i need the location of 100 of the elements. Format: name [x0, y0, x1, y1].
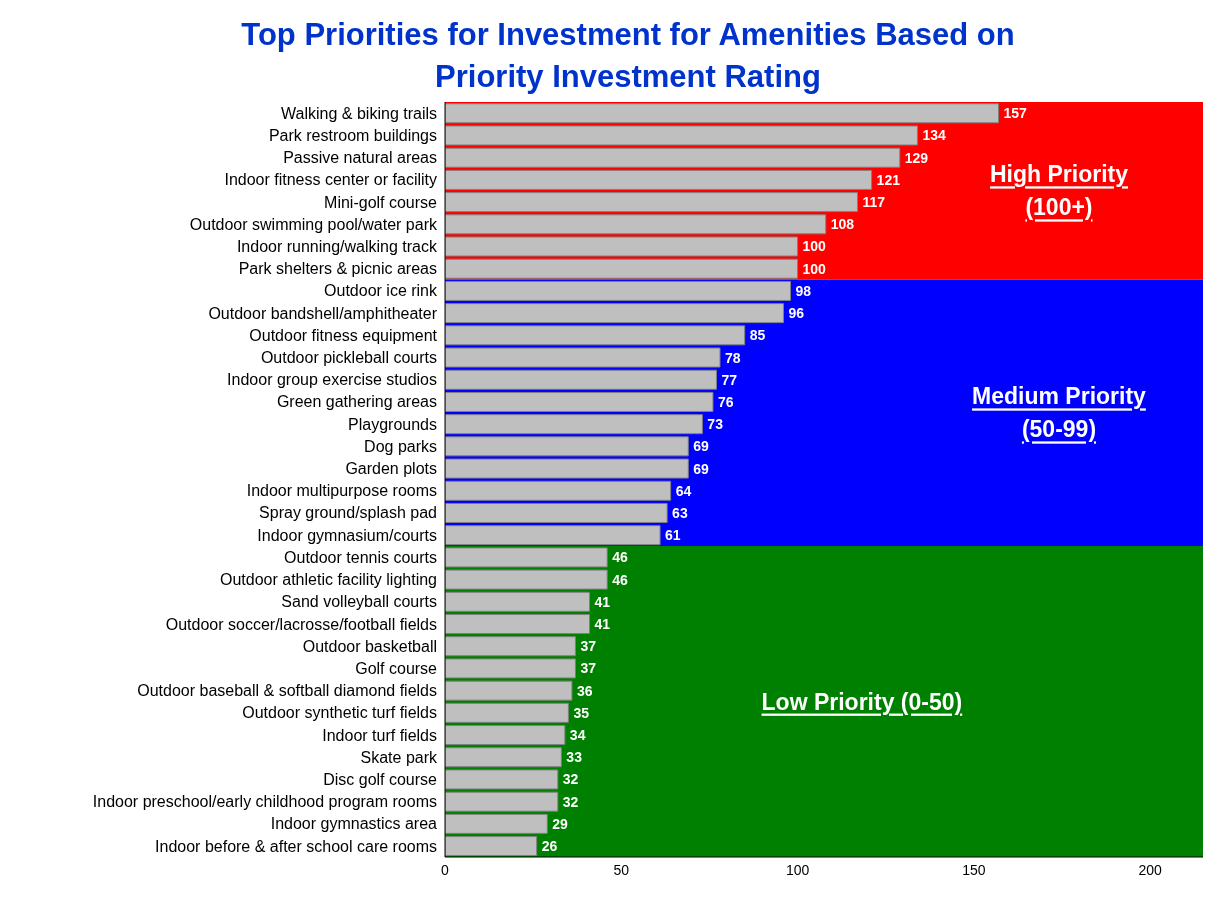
- bar: [445, 258, 799, 279]
- data-label: 157: [1003, 105, 1028, 122]
- y-tick-label: Park shelters & picnic areas: [238, 260, 437, 278]
- y-tick-label: Disc golf course: [323, 770, 438, 788]
- data-label: 100: [802, 238, 827, 255]
- y-tick-label: Walking & biking trails: [281, 104, 437, 122]
- bar: [445, 525, 661, 546]
- y-tick-label: Indoor running/walking track: [236, 238, 438, 256]
- bar: [445, 813, 548, 834]
- bar: [445, 480, 672, 501]
- y-tick-label: Outdoor bandshell/amphitheater: [208, 304, 438, 322]
- y-tick-label: Dog parks: [364, 437, 437, 455]
- y-tick-label: Green gathering areas: [276, 393, 437, 411]
- data-label: 46: [612, 571, 628, 588]
- data-label: 32: [562, 793, 579, 810]
- y-tick-label: Outdoor synthetic turf fields: [242, 704, 437, 722]
- data-label: 36: [576, 682, 593, 699]
- data-label: 61: [665, 527, 681, 544]
- band-label: Low Priority (0-50): [761, 688, 963, 715]
- data-label: 108: [830, 216, 855, 233]
- data-label: 46: [612, 549, 628, 566]
- data-label: 26: [541, 838, 558, 855]
- chart-title: Top Priorities for Investment for Amenities Based on Priority Investment Rating: [240, 16, 1016, 96]
- bar: [445, 791, 559, 812]
- y-tick-label: Outdoor athletic facility lighting: [220, 571, 437, 589]
- bar: [445, 747, 562, 768]
- data-label: 41: [594, 593, 611, 610]
- bar: [445, 325, 746, 346]
- y-tick-label: Indoor turf fields: [322, 726, 437, 744]
- bar: [445, 347, 721, 368]
- y-tick-label: Outdoor pickleball courts: [260, 349, 437, 367]
- data-label: 41: [594, 615, 611, 632]
- bar: [445, 502, 668, 523]
- bar: [445, 369, 717, 390]
- bar: [445, 591, 591, 612]
- x-tick-label: 150: [962, 861, 986, 878]
- x-tick-label: 50: [613, 861, 630, 878]
- data-label: 64: [675, 482, 692, 499]
- y-tick-label: Mini-golf course: [324, 193, 438, 211]
- data-label: 33: [566, 749, 583, 766]
- data-label: 85: [749, 327, 766, 344]
- band-label: Medium Priority (50-99): [972, 383, 1147, 443]
- data-label: 78: [725, 349, 741, 366]
- bar: [445, 236, 799, 257]
- data-label: 96: [788, 305, 805, 322]
- y-tick-label: Outdoor swimming pool/water park: [189, 215, 438, 233]
- data-label: 32: [562, 771, 579, 788]
- data-label: 34: [569, 727, 586, 744]
- bar: [445, 214, 827, 235]
- y-tick-label: Golf course: [355, 659, 438, 677]
- x-tick-label: 0: [441, 861, 450, 878]
- y-tick-label: Spray ground/splash pad: [259, 504, 437, 522]
- bar: [445, 702, 569, 723]
- data-label: 77: [721, 371, 738, 388]
- bar: [445, 725, 566, 746]
- bar: [445, 192, 858, 213]
- y-tick-label: Park restroom buildings: [268, 126, 437, 144]
- y-tick-label: Outdoor tennis courts: [284, 548, 437, 566]
- data-label: 69: [693, 460, 710, 477]
- bar: [445, 836, 538, 857]
- data-label: 134: [922, 127, 946, 144]
- y-tick-label: Sand volleyball courts: [281, 593, 437, 611]
- x-tick-label: 100: [785, 861, 810, 878]
- data-label: 117: [862, 194, 886, 211]
- y-tick-label: Indoor gymnasium/courts: [257, 526, 437, 544]
- y-tick-label: Playgrounds: [348, 415, 437, 433]
- data-label: 98: [795, 282, 812, 299]
- y-tick-label: Skate park: [360, 748, 438, 766]
- y-tick-label: Indoor before & after school care rooms: [155, 837, 437, 855]
- bar: [445, 636, 576, 657]
- bar: [445, 169, 873, 190]
- data-label: 100: [802, 260, 827, 277]
- bar: [445, 769, 559, 790]
- bar: [445, 280, 792, 301]
- data-label: 29: [552, 815, 569, 832]
- data-label: 129: [904, 149, 929, 166]
- data-label: 35: [573, 704, 590, 721]
- band-label: High Priority (100+): [989, 161, 1129, 221]
- y-tick-label: Outdoor ice rink: [324, 282, 438, 300]
- y-tick-label: Indoor group exercise studios: [227, 371, 437, 389]
- y-tick-label: Passive natural areas: [283, 149, 437, 167]
- data-label: 37: [580, 660, 597, 677]
- data-label: 76: [717, 393, 734, 410]
- data-label: 63: [672, 504, 688, 521]
- bar: [445, 125, 918, 146]
- bar: [445, 103, 1000, 124]
- y-tick-label: Outdoor baseball & softball diamond fields: [137, 682, 437, 700]
- y-tick-label: Indoor fitness center or facility: [224, 171, 437, 189]
- y-tick-label: Garden plots: [345, 460, 437, 478]
- bar: [445, 303, 784, 324]
- data-label: 69: [693, 438, 710, 455]
- y-tick-label: Indoor gymnastics area: [270, 815, 438, 833]
- y-tick-label: Outdoor soccer/lacrosse/football fields: [165, 615, 437, 633]
- bar: [445, 614, 591, 635]
- y-tick-label: Outdoor basketball: [302, 637, 437, 655]
- bar: [445, 414, 703, 435]
- data-label: 121: [876, 171, 901, 188]
- data-label: 73: [707, 416, 724, 433]
- bar: [445, 147, 901, 168]
- data-label: 37: [580, 638, 597, 655]
